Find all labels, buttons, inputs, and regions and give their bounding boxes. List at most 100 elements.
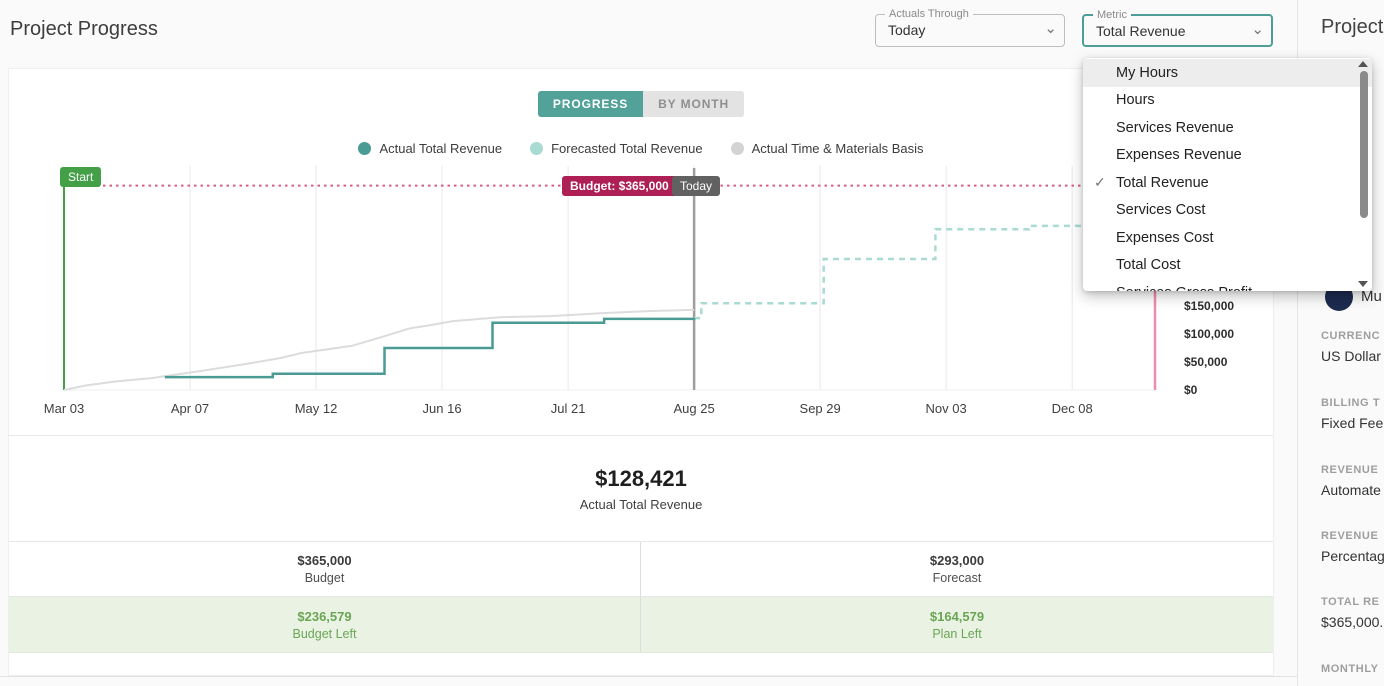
legend-dot-forecast — [530, 142, 544, 155]
sidebar-title: Project — [1321, 16, 1384, 38]
sidebar-section-monthly: MONTHLY — [1321, 663, 1384, 675]
metric-value: Total Revenue — [1096, 23, 1186, 39]
budget-forecast-row: $365,000 Budget $293,000 Forecast — [9, 541, 1273, 597]
metric-menu: My Hours Hours Services Revenue Expenses… — [1083, 58, 1372, 291]
menu-item[interactable]: My Hours — [1083, 59, 1372, 87]
forecast-value: $293,000 — [929, 553, 985, 568]
menu-item-label: My Hours — [1116, 64, 1179, 81]
scrollbar-up-icon[interactable] — [1358, 61, 1368, 67]
sidebar-section-currency: CURRENC US Dollar — [1321, 330, 1384, 364]
svg-text:Dec 08: Dec 08 — [1052, 401, 1093, 416]
forecast-label: Forecast — [932, 571, 982, 585]
budget-left-value: $236,579 — [297, 608, 352, 624]
menu-item[interactable]: Hours — [1083, 87, 1372, 115]
section-heading: CURRENC — [1321, 330, 1381, 342]
tab-by-month[interactable]: BY MONTH — [643, 91, 745, 117]
sidebar-section-billing-type: BILLING T Fixed Fee — [1321, 397, 1384, 431]
legend-label: Actual Total Revenue — [379, 141, 503, 156]
progress-chart: Mar 03 Apr 07 May 12 Jun 16 Jul 21 Aug 25 Sep … — [9, 166, 1275, 416]
divider — [9, 435, 1273, 436]
svg-text:$50,000: $50,000 — [1184, 355, 1228, 369]
budget-cell: $365,000 Budget — [9, 542, 641, 596]
tab-progress[interactable]: PROGRESS — [537, 91, 644, 117]
svg-text:May 12: May 12 — [295, 401, 338, 416]
svg-text:Sep 29: Sep 29 — [800, 401, 841, 416]
forecast-cell: $293,000 Forecast — [641, 542, 1273, 596]
actual-total-label: Actual Total Revenue — [579, 496, 703, 512]
menu-item-label: Total Revenue — [1116, 174, 1209, 191]
check-icon — [1094, 174, 1106, 191]
svg-text:$150,000: $150,000 — [1184, 299, 1234, 313]
actual-summary: $128,421 Actual Total Revenue — [9, 436, 1273, 541]
svg-text:$100,000: $100,000 — [1184, 327, 1234, 341]
legend-label: Actual Time & Materials Basis — [751, 141, 924, 156]
section-value: US Dollar — [1321, 348, 1381, 364]
metric-label: Metric — [1093, 8, 1131, 22]
menu-item[interactable]: Expenses Cost — [1083, 224, 1372, 252]
section-heading: BILLING T — [1321, 397, 1381, 409]
actuals-through-label: Actuals Through — [885, 7, 973, 21]
page-title: Project Progress — [10, 18, 158, 40]
svg-text:Jul 21: Jul 21 — [551, 401, 586, 416]
actual-total-value: $128,421 — [595, 465, 687, 491]
budget-badge: Budget: $365,000 — [562, 176, 677, 196]
chevron-down-icon — [1044, 19, 1057, 37]
legend-item-forecast: Forecasted Total Revenue — [530, 141, 703, 156]
menu-item[interactable]: Services Gross Profit — [1083, 279, 1372, 291]
menu-item-label: Services Revenue — [1116, 119, 1234, 136]
start-badge: Start — [60, 167, 102, 187]
today-badge: Today — [672, 176, 721, 196]
chart-canvas: Mar 03 Apr 07 May 12 Jun 16 Jul 21 Aug 25 Sep … — [44, 166, 1234, 416]
budget-label: Budget — [304, 571, 345, 585]
sidebar-section-revenue-1: REVENUE Automate — [1321, 464, 1384, 498]
divider — [0, 676, 1297, 677]
budget-left-label: Budget Left — [292, 626, 357, 641]
menu-item[interactable]: Total Revenue — [1083, 169, 1372, 197]
section-value: Fixed Fee — [1321, 415, 1384, 431]
svg-text:Nov 03: Nov 03 — [926, 401, 967, 416]
svg-text:Mar 03: Mar 03 — [44, 401, 84, 416]
scrollbar-down-icon[interactable] — [1358, 281, 1368, 287]
plan-left-label: Plan Left — [932, 626, 982, 641]
menu-item-label: Expenses Cost — [1116, 229, 1214, 246]
actuals-through-value: Today — [888, 22, 926, 38]
plan-left-value: $164,579 — [929, 608, 985, 624]
legend-dot-actual — [358, 142, 372, 155]
legend-label: Forecasted Total Revenue — [551, 141, 703, 156]
menu-item-label: Hours — [1116, 92, 1155, 109]
actuals-through-select[interactable]: Actuals Through Today — [875, 7, 1065, 47]
legend-item-actual: Actual Total Revenue — [358, 141, 502, 156]
metric-select[interactable]: Metric Total Revenue — [1082, 8, 1273, 47]
menu-item[interactable]: Total Cost — [1083, 252, 1372, 280]
svg-text:Aug 25: Aug 25 — [674, 401, 715, 416]
sidebar-section-revenue-2: REVENUE Percentag — [1321, 530, 1384, 564]
svg-text:Jun 16: Jun 16 — [423, 401, 462, 416]
section-heading: REVENUE — [1321, 530, 1379, 542]
section-value: Percentag — [1321, 548, 1384, 564]
member-name: Mu — [1361, 288, 1382, 305]
budget-left-cell: $236,579 Budget Left — [9, 597, 641, 652]
budget-value: $365,000 — [297, 553, 352, 568]
section-heading: MONTHLY — [1321, 663, 1379, 675]
menu-item-label: Services Gross Profit — [1116, 285, 1252, 291]
menu-item-label: Expenses Revenue — [1116, 147, 1242, 164]
metric-menu-list: My Hours Hours Services Revenue Expenses… — [1083, 58, 1372, 291]
progress-card: PROGRESS BY MONTH Actual Total Revenue F… — [8, 68, 1274, 676]
svg-text:Apr 07: Apr 07 — [171, 401, 209, 416]
menu-item[interactable]: Services Cost — [1083, 197, 1372, 225]
svg-text:$0: $0 — [1184, 383, 1198, 397]
menu-item-label: Services Cost — [1116, 202, 1206, 219]
section-heading: REVENUE — [1321, 464, 1379, 476]
chart-legend: Actual Total Revenue Forecasted Total Re… — [9, 141, 1273, 156]
section-value: Automate — [1321, 482, 1381, 498]
plan-left-cell: $164,579 Plan Left — [641, 597, 1273, 652]
menu-item[interactable]: Expenses Revenue — [1083, 142, 1372, 170]
remaining-row: $236,579 Budget Left $164,579 Plan Left — [9, 597, 1273, 653]
menu-item-label: Total Cost — [1116, 257, 1181, 274]
view-toggle: PROGRESS BY MONTH — [9, 91, 1273, 117]
scrollbar-thumb[interactable] — [1360, 71, 1368, 218]
section-value: $365,000. — [1321, 614, 1384, 630]
menu-item[interactable]: Services Revenue — [1083, 114, 1372, 142]
sidebar-section-total-revenue: TOTAL RE $365,000. — [1321, 596, 1384, 630]
